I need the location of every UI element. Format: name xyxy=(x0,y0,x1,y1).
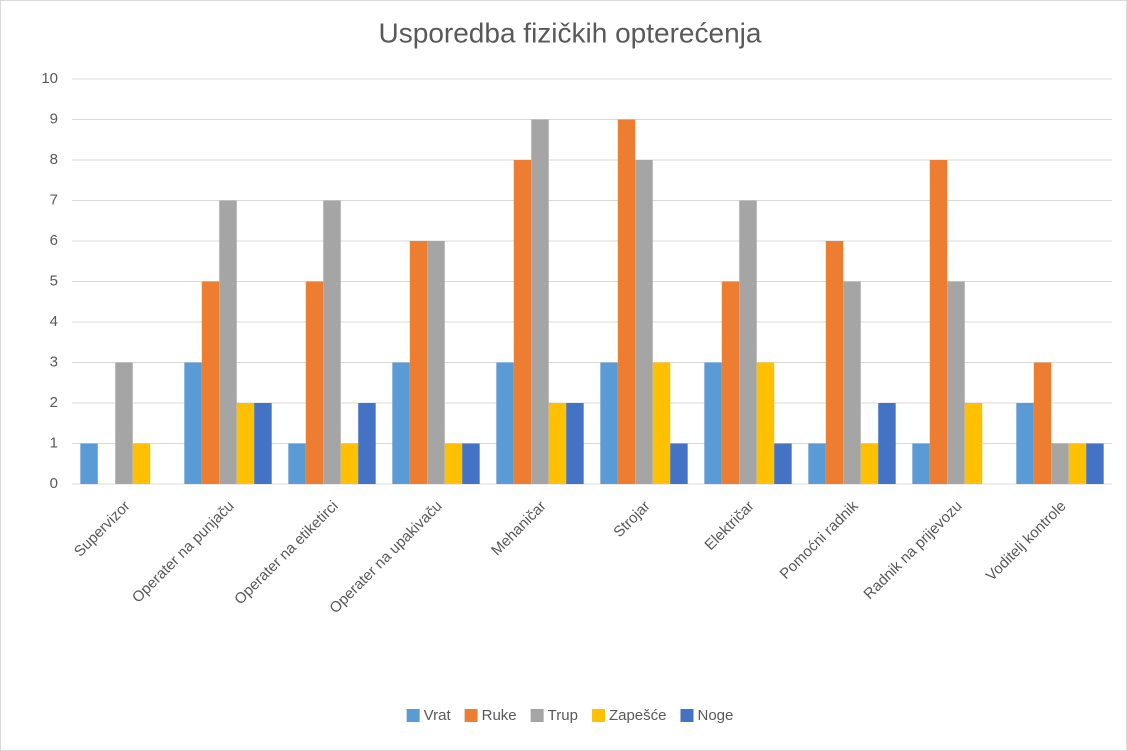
legend-swatch xyxy=(591,709,605,722)
bar xyxy=(513,160,532,484)
bar xyxy=(115,362,133,484)
y-tick-label: 2 xyxy=(50,394,58,411)
bar xyxy=(739,200,757,484)
y-tick-label: 8 xyxy=(50,151,58,168)
legend-label: Vrat xyxy=(424,707,452,724)
bar xyxy=(236,403,255,484)
bar xyxy=(201,281,220,484)
y-tick-label: 3 xyxy=(50,353,58,370)
bar xyxy=(617,119,636,484)
bar xyxy=(825,241,844,484)
bar xyxy=(929,160,948,484)
legend-swatch xyxy=(406,709,420,722)
bar xyxy=(548,403,567,484)
bar xyxy=(132,443,151,484)
y-tick-label: 1 xyxy=(50,434,58,451)
bar xyxy=(444,443,463,484)
bar xyxy=(1051,443,1069,484)
bar xyxy=(878,403,896,484)
y-tick-label: 10 xyxy=(41,70,58,87)
bar xyxy=(358,403,376,484)
bar xyxy=(964,403,983,484)
bar xyxy=(1016,403,1034,484)
legend-label: Zapešće xyxy=(609,707,667,724)
y-tick-label: 4 xyxy=(50,313,58,330)
bar xyxy=(531,119,549,484)
y-tick-label: 9 xyxy=(50,110,58,127)
legend-swatch xyxy=(530,709,544,722)
y-tick-label: 0 xyxy=(50,475,58,492)
bar xyxy=(912,443,930,484)
bar xyxy=(652,362,671,484)
bar xyxy=(184,362,202,484)
legend-swatch xyxy=(680,709,694,722)
y-tick-label: 5 xyxy=(50,272,58,289)
bar xyxy=(756,362,775,484)
bar xyxy=(219,200,237,484)
bar xyxy=(80,443,98,484)
bar xyxy=(496,362,514,484)
bar xyxy=(808,443,826,484)
legend-label: Noge xyxy=(697,707,733,724)
bar xyxy=(1086,443,1104,484)
bar xyxy=(323,200,341,484)
bar xyxy=(860,443,879,484)
bar xyxy=(843,281,861,484)
bar xyxy=(1033,362,1052,484)
bar xyxy=(1068,443,1087,484)
bar xyxy=(254,403,272,484)
bar xyxy=(305,281,324,484)
bar xyxy=(774,443,792,484)
bar xyxy=(392,362,410,484)
bar xyxy=(947,281,965,484)
bar xyxy=(635,160,653,484)
bar xyxy=(721,281,740,484)
bar xyxy=(462,443,480,484)
bar xyxy=(288,443,306,484)
y-tick-label: 7 xyxy=(50,191,58,208)
bar xyxy=(340,443,359,484)
y-tick-label: 6 xyxy=(50,232,58,249)
bar xyxy=(670,443,688,484)
bar xyxy=(600,362,618,484)
legend-swatch xyxy=(464,709,478,722)
chart-title: Usporedba fizičkih opterećenja xyxy=(379,17,762,48)
bar xyxy=(427,241,445,484)
bar xyxy=(566,403,584,484)
bar xyxy=(704,362,722,484)
bar xyxy=(409,241,428,484)
legend-label: Trup xyxy=(548,707,578,724)
legend-label: Ruke xyxy=(482,707,517,724)
